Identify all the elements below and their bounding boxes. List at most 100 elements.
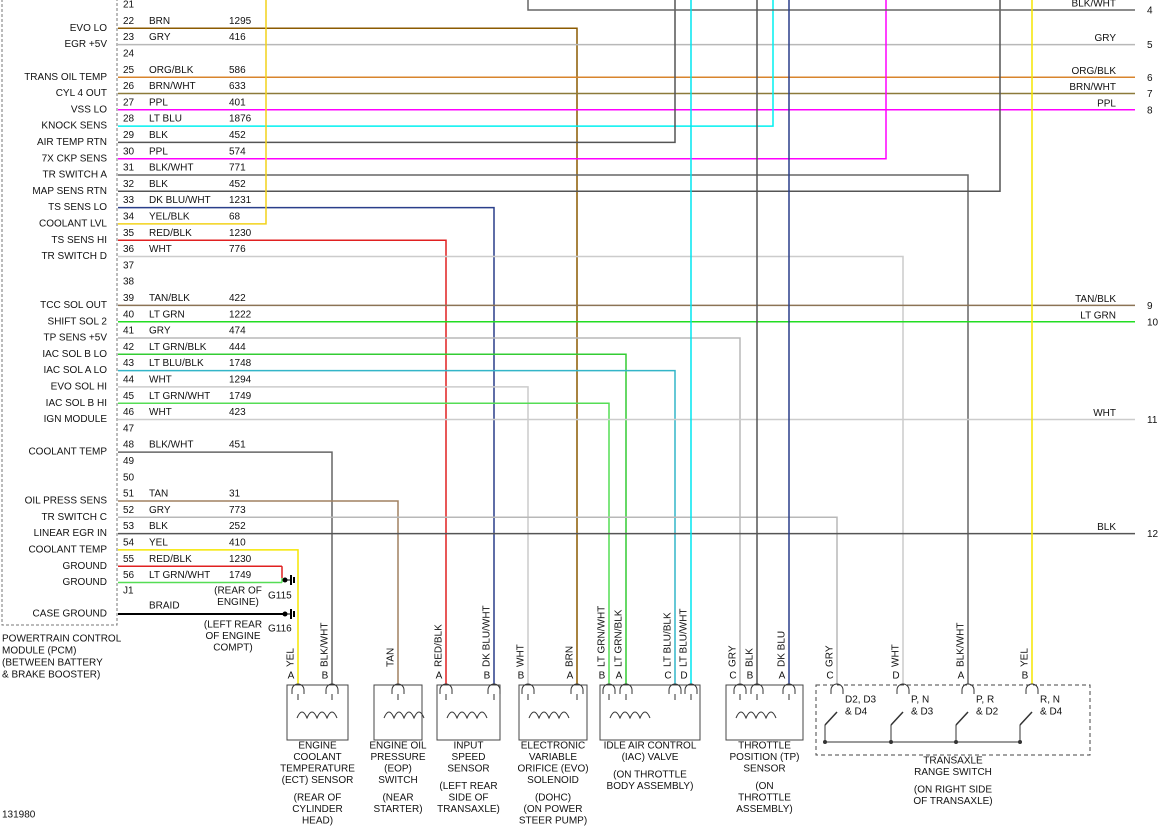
component-location: (LEFT REAR [439,781,497,792]
pin-wire: LT GRN/BLK [614,609,625,667]
connector-wire: WHT [1093,408,1116,419]
connector-number: 11 [1147,415,1158,426]
pcm-name: & BRAKE BOOSTER) [2,670,100,681]
pin-letter: B [1022,671,1029,682]
wire-color: TAN [149,489,168,500]
component-name: (EOP) [384,764,412,775]
pin-wire: DK BLU/WHT [482,605,493,667]
connector-wire: BRN/WHT [1069,82,1116,93]
pin-number: 34 [123,212,135,223]
component-location: (ON THROTTLE [613,770,687,781]
pin-letter: B [484,671,491,682]
pin-label: CYL 4 OUT [56,88,107,99]
pin-label: TS SENS LO [48,202,107,213]
pin-number: 40 [123,309,135,320]
terminal [668,683,682,694]
pin-number: 52 [123,505,135,516]
pin-label: GROUND [63,561,107,572]
pin-wire: WHT [516,644,527,667]
circuit-number: 423 [229,407,246,418]
circuit-number: 633 [229,81,246,92]
pin-number: 28 [123,114,135,125]
component-location: (REAR OF [294,793,342,804]
wire [118,27,578,684]
component-location: ASSEMBLY) [736,804,793,815]
terminal [602,683,616,694]
terminal [1025,683,1039,694]
pin-number: 44 [123,375,135,386]
terminal [684,683,698,694]
component-name: (ECT) SENSOR [282,775,354,786]
component-box [518,684,588,741]
wire-color: BRN/WHT [149,81,196,92]
ground-id: G115 [268,591,292,602]
ground-location: COMPT) [213,643,252,654]
pin-number: 43 [123,358,135,369]
component-location: STEER PUMP) [519,816,587,827]
component-name: SPEED [452,752,486,763]
connector-wire: TAN/BLK [1075,294,1116,305]
pin-letter: A [779,671,786,682]
component-name: PRESSURE [370,752,425,763]
wire [118,451,333,684]
component-location: THROTTLE [738,793,791,804]
pin-number: 48 [123,440,135,451]
circuit-number: 452 [229,179,246,190]
connector-number: 5 [1147,40,1153,51]
switch [1019,711,1033,726]
circuit-number: 773 [229,505,246,516]
circuit-number: 416 [229,32,246,43]
pin-number: 37 [123,260,135,271]
terminal [325,683,339,694]
wire [118,255,904,684]
switch-label: & D4 [1040,707,1063,718]
switch-label: P, R [976,695,994,706]
pin-number: 32 [123,179,135,190]
pin-number: 50 [123,472,135,483]
circuit-number: 771 [229,163,246,174]
wire [118,386,529,684]
terminal [750,683,764,694]
pin-wire: BLK [745,648,756,667]
pin-letter: B [599,671,606,682]
connector-id: J1 [123,586,134,597]
wire-color: PPL [149,97,168,108]
component-name: INPUT [454,741,484,752]
pin-label: TRANS OIL TEMP [24,72,107,83]
pin-label: TCC SOL OUT [40,300,107,311]
pin-label: KNOCK SENS [41,121,107,132]
pcm-name: POWERTRAIN CONTROL [2,634,122,645]
pin-number: 55 [123,554,135,565]
circuit-number: 68 [229,212,241,223]
pin-number: 39 [123,293,135,304]
circuit-number: 1231 [229,195,252,206]
wire [118,516,838,684]
pin-number: 51 [123,489,135,500]
wire [118,353,627,684]
pin-label: IAC SOL B LO [42,349,107,360]
switch-label: P, N [911,695,929,706]
pin-label: GROUND [63,577,107,588]
pin-label: TS SENS HI [51,235,107,246]
circuit-number: 422 [229,293,246,304]
component-location: (NEAR [382,793,413,804]
connector-wire: PPL [1097,98,1116,109]
wire-color: LT GRN/WHT [149,570,210,581]
component-name: SENSOR [743,764,785,775]
component-name: ELECTRONIC [521,741,585,752]
pin-label: TR SWITCH A [43,170,108,181]
component-box [436,684,501,741]
component-location: TRANSAXLE) [437,804,500,815]
component-location: OF TRANSAXLE) [913,796,992,807]
pin-wire: LT BLU/BLK [663,612,674,667]
ground-id: G116 [268,624,292,635]
component-name: RANGE SWITCH [914,767,992,778]
case-ground-label: CASE GROUND [33,609,107,620]
terminal [570,683,584,694]
wire-color: WHT [149,375,172,386]
pin-label: IAC SOL B HI [46,398,107,409]
pin-number: 24 [123,49,135,60]
wire [118,0,676,144]
wire [118,337,741,684]
component-symbol [446,711,488,720]
